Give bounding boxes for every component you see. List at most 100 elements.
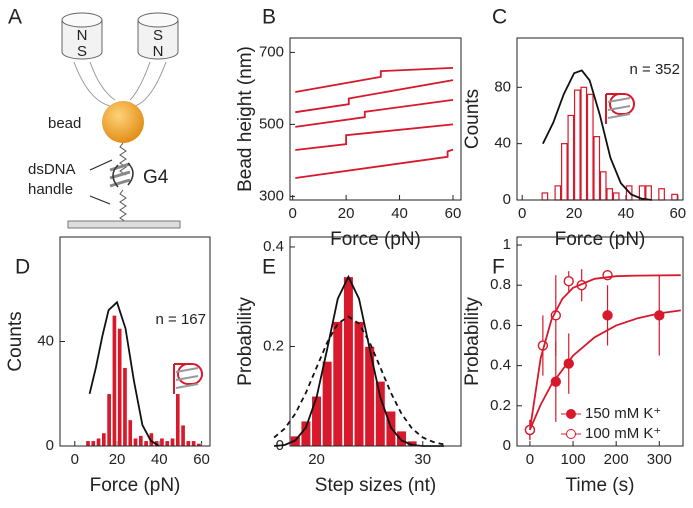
x-tick-label: 40 [391, 205, 408, 222]
x-axis-label: Step sizes (nt) [315, 475, 436, 496]
bar [593, 136, 601, 201]
bar [85, 440, 91, 447]
magnet [61, 20, 103, 60]
arrow [89, 159, 113, 205]
annotation: n = 352 [630, 61, 680, 78]
panel-a: A N S S N bead G4 dsDNA handle [8, 6, 181, 229]
point [602, 310, 613, 321]
g4-icon [173, 363, 203, 394]
fit-curve [273, 315, 445, 446]
y-tick-label: 40 [494, 135, 511, 152]
y-tick-label: 0.4 [490, 357, 511, 374]
y-tick-label: 0 [503, 191, 511, 208]
fit-curve [88, 300, 160, 447]
panel-letter: E [262, 256, 276, 279]
x-tick-label: 100 [561, 451, 586, 468]
bead-label: bead [48, 115, 81, 132]
x-tick-label: 0 [289, 205, 297, 222]
annotation: n = 167 [156, 311, 206, 328]
panel-letter: A [8, 6, 22, 29]
magnet [137, 20, 179, 60]
bar [580, 86, 588, 201]
fit-curve [542, 69, 653, 201]
plot-frame [289, 236, 462, 447]
field-lines [73, 61, 167, 107]
plot-frame [516, 37, 684, 201]
dna [119, 142, 127, 226]
legend-marker [566, 429, 576, 439]
bar [122, 367, 128, 447]
dna-label: dsDNA [28, 161, 76, 178]
x-tick-label: 0 [518, 205, 526, 222]
pole-label: N [153, 43, 164, 60]
bar [111, 315, 117, 447]
bead [102, 101, 144, 143]
x-tick-label: 60 [445, 205, 462, 222]
y-tick-label: 0.6 [490, 316, 511, 333]
bar [322, 361, 333, 447]
bar [645, 185, 652, 201]
bar [343, 276, 354, 447]
y-tick-label: 0.2 [490, 397, 511, 414]
trace [295, 148, 454, 179]
bar [90, 440, 96, 447]
y-axis-label: Counts [462, 89, 483, 149]
bar [599, 171, 607, 201]
x-axis-label: Force (pN) [90, 475, 181, 496]
plot-frame [59, 236, 211, 447]
bar [117, 328, 123, 447]
surface [67, 220, 181, 229]
pole-label: S [77, 43, 87, 60]
bar [96, 437, 101, 447]
y-tick-label: 300 [259, 187, 284, 204]
x-tick-label: 0 [526, 451, 534, 468]
panel-letter: B [262, 6, 276, 29]
bar [185, 440, 191, 447]
y-axis-label: Bead height (nm) [235, 46, 256, 192]
pole-label: N [77, 27, 88, 44]
trace [295, 99, 454, 128]
magnet-top [61, 12, 103, 28]
legend-marker [566, 409, 576, 419]
bar [554, 185, 562, 201]
x-tick-label: 20 [109, 451, 126, 468]
bar [612, 192, 620, 201]
point [563, 276, 574, 287]
panel-letter: F [492, 256, 505, 279]
bar [541, 192, 549, 201]
plot-frame [516, 236, 684, 447]
bar [164, 440, 170, 447]
x-axis-label: Time (s) [566, 475, 635, 496]
y-tick-label: 0 [46, 437, 54, 454]
bar [353, 321, 365, 447]
y-tick-label: 40 [37, 332, 54, 349]
x-tick-label: 200 [604, 451, 629, 468]
g4-loop [112, 162, 134, 188]
magnet-top [137, 12, 179, 28]
fit-curve [529, 274, 681, 431]
y-axis-label: Probability [462, 297, 483, 386]
bar [101, 432, 107, 447]
bar [332, 321, 343, 447]
bar [191, 440, 197, 447]
bar [133, 437, 138, 447]
y-axis-label: Probability [235, 297, 256, 386]
fit-curve [274, 274, 444, 447]
y-tick-label: 0.2 [263, 337, 284, 354]
trace [295, 79, 454, 114]
x-tick-label: 40 [618, 205, 635, 222]
x-tick-label: 40 [151, 451, 168, 468]
fit-curve [529, 309, 681, 431]
bar [560, 143, 568, 201]
trace [295, 67, 454, 93]
x-axis-label: Force (pN) [555, 229, 646, 250]
bar [159, 437, 165, 447]
x-tick-label: 300 [647, 451, 672, 468]
bar [573, 89, 581, 201]
y-tick-label: 0.4 [263, 238, 284, 255]
dna-label: handle [28, 181, 73, 198]
x-tick-label: 20 [308, 451, 325, 468]
bar [311, 395, 322, 447]
